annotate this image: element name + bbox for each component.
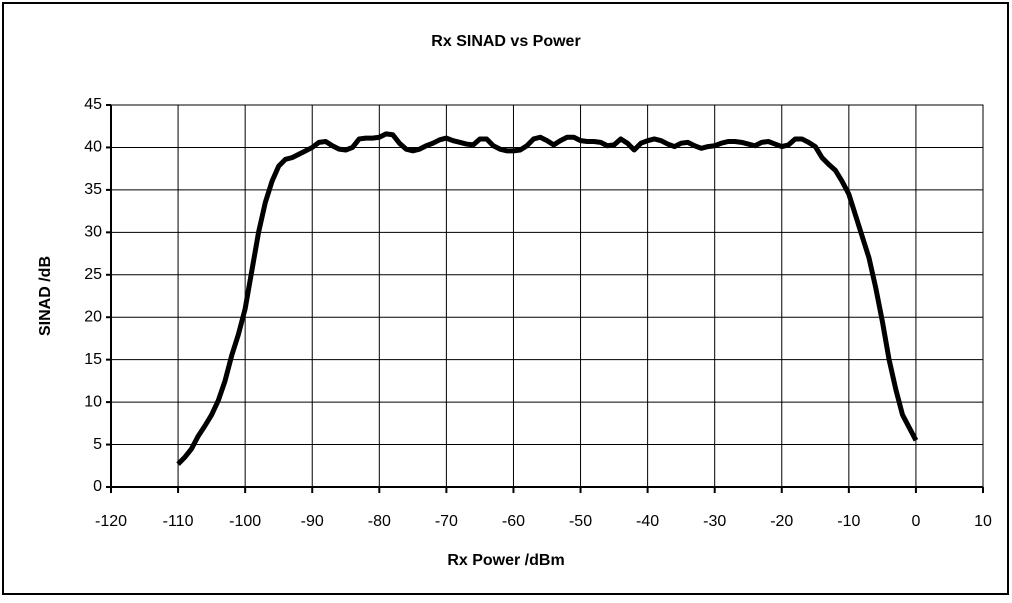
y-tick-label: 30 (84, 224, 102, 241)
y-tick-label: 20 (84, 308, 102, 325)
x-tick-label: -20 (770, 513, 793, 530)
y-tick-label: 25 (84, 266, 102, 283)
x-tick-label: 10 (974, 513, 992, 530)
y-axis-label: SINAD /dB (37, 256, 54, 336)
y-tick-label: 40 (84, 139, 102, 156)
y-tick-label: 15 (84, 351, 102, 368)
y-tick-label: 0 (93, 478, 102, 495)
y-tick-label: 5 (93, 436, 102, 453)
x-tick-label: -100 (229, 513, 261, 530)
plot-area (110, 104, 984, 488)
y-tick-label: 35 (84, 181, 102, 198)
x-axis-label: Rx Power /dBm (447, 552, 564, 569)
x-tick-label: -90 (301, 513, 324, 530)
x-tick-label: -10 (837, 513, 860, 530)
x-tick-label: -120 (95, 513, 127, 530)
x-tick-label: -40 (636, 513, 659, 530)
y-tick-label: 10 (84, 393, 102, 410)
x-tick-label: -50 (569, 513, 592, 530)
y-tick-label: 45 (84, 96, 102, 113)
x-tick-label: 0 (911, 513, 920, 530)
x-tick-label: -110 (163, 513, 194, 530)
x-tick-label: -30 (703, 513, 726, 530)
x-tick-label: -60 (502, 513, 525, 530)
chart-title: Rx SINAD vs Power (431, 33, 580, 50)
data-line (176, 131, 919, 466)
x-tick-label: -80 (368, 513, 391, 530)
x-tick-label: -70 (435, 513, 458, 530)
